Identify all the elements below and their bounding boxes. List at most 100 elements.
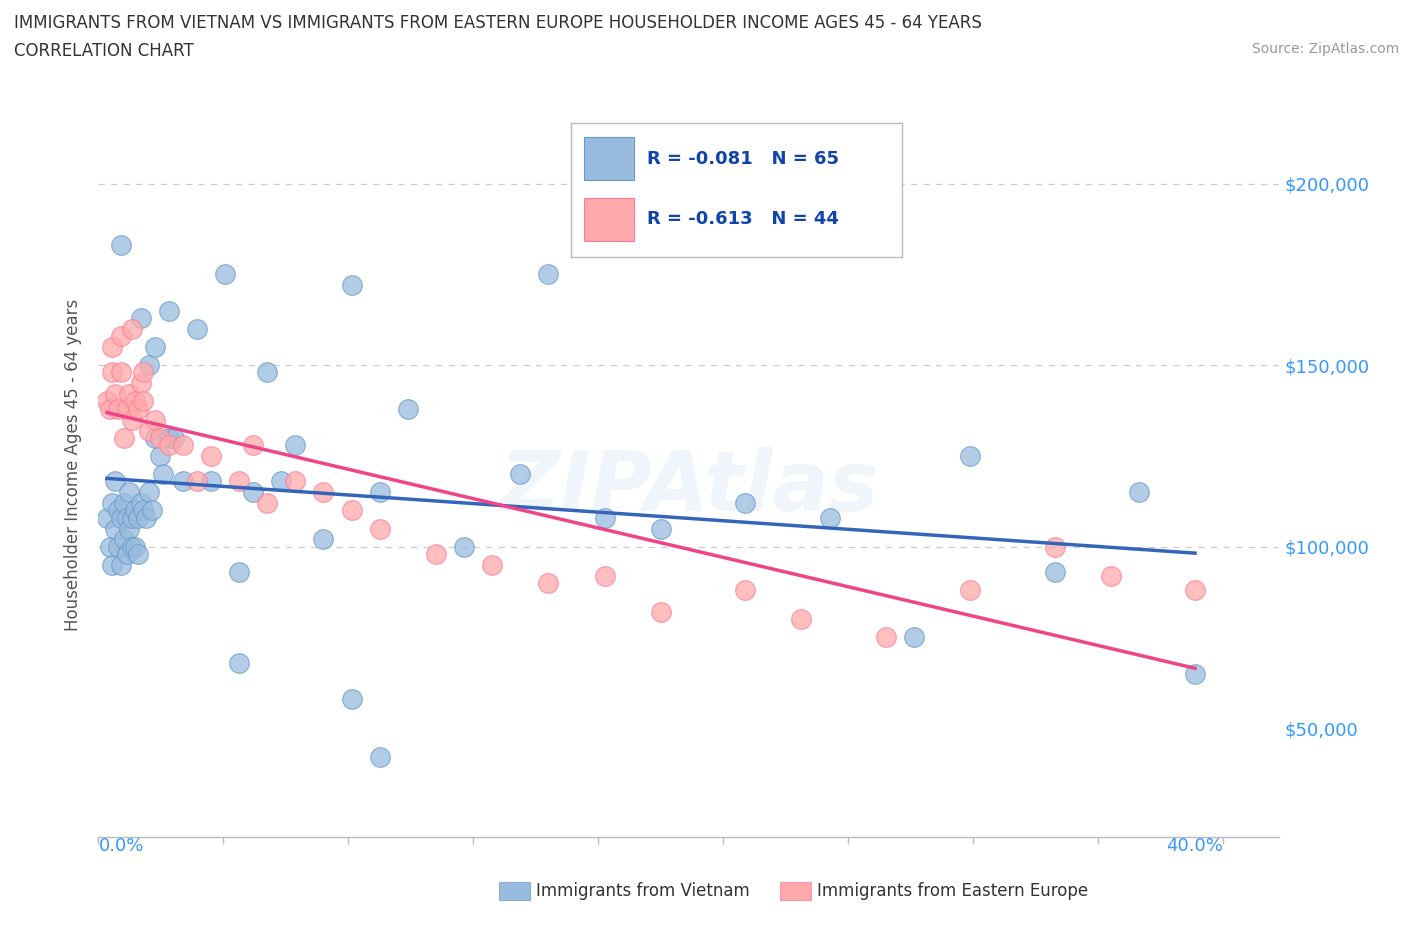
Point [214,267,236,282]
Point [368,750,391,764]
Point [284,438,307,453]
Point [118,387,141,402]
Point [124,503,146,518]
Point [127,402,149,417]
Point [163,431,186,445]
Point [200,448,222,463]
Point [453,539,475,554]
Point [157,438,180,453]
Point [396,402,419,417]
Point [425,547,447,562]
Point [143,431,166,445]
Point [734,583,756,598]
Point [129,496,152,511]
Point [157,431,180,445]
Point [903,630,925,644]
Point [98,402,121,417]
Point [107,503,129,518]
Point [593,568,616,583]
Y-axis label: Householder Income Ages 45 - 64 years: Householder Income Ages 45 - 64 years [65,299,83,631]
Point [152,467,174,482]
Text: ZIPAtlas: ZIPAtlas [499,446,879,528]
Point [1184,666,1206,681]
Point [284,474,307,489]
Text: 0.0%: 0.0% [98,837,143,855]
Point [101,365,124,379]
Point [650,521,672,536]
Point [127,511,149,525]
Point [1184,583,1206,598]
Point [115,511,138,525]
Point [112,532,135,547]
Point [790,612,813,627]
Point [593,511,616,525]
Point [104,387,127,402]
Point [200,474,222,489]
Point [340,692,363,707]
Text: Immigrants from Vietnam: Immigrants from Vietnam [536,882,749,900]
Point [110,238,132,253]
Point [143,412,166,427]
Point [132,394,155,409]
Text: Immigrants from Eastern Europe: Immigrants from Eastern Europe [817,882,1088,900]
Point [537,576,560,591]
Point [734,496,756,511]
Point [650,604,672,619]
Point [107,539,129,554]
Point [228,565,250,579]
Point [368,521,391,536]
Text: Source: ZipAtlas.com: Source: ZipAtlas.com [1251,42,1399,56]
Text: CORRELATION CHART: CORRELATION CHART [14,42,194,60]
Point [157,303,180,318]
Point [96,394,118,409]
Point [242,485,264,499]
Text: 40.0%: 40.0% [1167,837,1223,855]
Point [112,431,135,445]
Point [127,547,149,562]
Point [368,485,391,499]
Point [340,278,363,293]
Point [132,503,155,518]
Point [124,394,146,409]
Point [118,521,141,536]
Point [1099,568,1122,583]
Point [129,376,152,391]
Point [1043,539,1066,554]
Point [101,496,124,511]
Point [959,583,981,598]
Point [509,467,531,482]
Point [101,557,124,572]
Point [135,511,157,525]
Point [110,328,132,343]
Point [121,539,143,554]
Point [537,267,560,282]
Point [104,474,127,489]
Point [121,322,143,337]
Point [138,358,160,373]
Point [242,438,264,453]
Point [118,485,141,499]
Point [110,511,132,525]
Point [149,431,172,445]
Point [107,402,129,417]
Point [1128,485,1150,499]
Point [121,412,143,427]
Point [96,511,118,525]
Point [818,511,841,525]
Point [186,322,208,337]
Point [121,511,143,525]
Point [172,474,194,489]
Point [101,339,124,354]
Point [340,503,363,518]
Point [141,503,163,518]
Point [1043,565,1066,579]
Point [110,557,132,572]
Point [124,539,146,554]
Point [228,656,250,671]
Point [186,474,208,489]
Point [481,557,503,572]
Point [256,365,278,379]
Point [98,539,121,554]
Point [104,521,127,536]
Point [143,339,166,354]
